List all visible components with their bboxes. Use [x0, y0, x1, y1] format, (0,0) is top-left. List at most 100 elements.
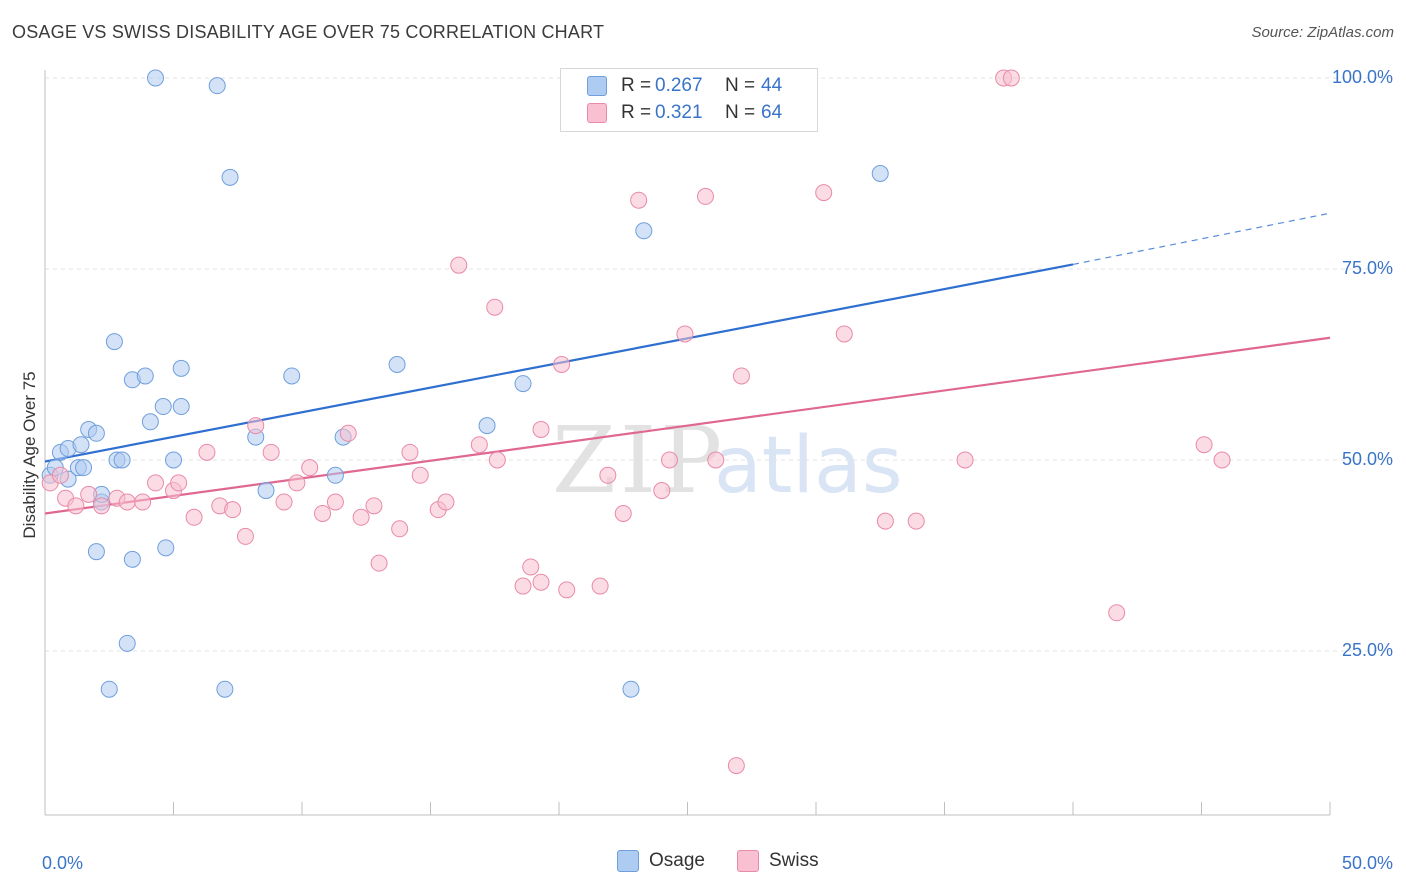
- swiss-point: [170, 474, 188, 492]
- swiss-point: [835, 325, 853, 343]
- osage-point: [622, 680, 640, 698]
- swiss-point: [956, 451, 974, 469]
- swiss-point: [365, 497, 383, 515]
- swiss-point: [301, 459, 319, 477]
- swiss-point: [532, 573, 550, 591]
- swiss-point: [198, 443, 216, 461]
- legend-item-swiss[interactable]: Swiss: [737, 850, 819, 872]
- x-tick-label: 0.0%: [42, 853, 83, 873]
- swiss-point: [80, 485, 98, 503]
- n-label: N =: [725, 102, 756, 123]
- swiss-point: [93, 497, 111, 515]
- swiss-point: [630, 191, 648, 209]
- swiss-swatch: [587, 103, 607, 123]
- osage-trend-extension: [1072, 212, 1331, 266]
- swiss-point: [236, 527, 254, 545]
- y-tick-label: 50.0%: [1342, 449, 1393, 469]
- swiss-point: [67, 497, 85, 515]
- swiss-point: [370, 554, 388, 572]
- osage-point: [165, 451, 182, 469]
- swiss-point: [470, 436, 488, 454]
- swiss-point: [661, 451, 679, 469]
- osage-point: [257, 482, 275, 500]
- swiss-point: [262, 443, 280, 461]
- osage-point: [118, 634, 136, 652]
- osage-point: [388, 356, 406, 373]
- swiss-point: [224, 501, 242, 519]
- swiss-point: [558, 581, 576, 599]
- axes: [44, 70, 1331, 816]
- osage-point: [326, 466, 344, 484]
- swiss-point: [185, 508, 203, 526]
- y-axis-label: Disability Age Over 75: [20, 371, 39, 538]
- swiss-point: [339, 424, 357, 442]
- osage-point: [635, 222, 653, 240]
- osage-point: [172, 398, 190, 416]
- swiss-point: [1195, 436, 1213, 454]
- osage-point: [105, 333, 123, 351]
- source-label: Source: ZipAtlas.com: [1251, 24, 1394, 41]
- swiss-point: [1002, 69, 1020, 87]
- osage-point: [157, 539, 175, 557]
- osage-point: [221, 168, 239, 186]
- swiss-point: [288, 474, 306, 492]
- swiss-point: [411, 466, 429, 484]
- legend-row-osage: R = 0.267 N = 44: [587, 73, 782, 99]
- swiss-point: [352, 508, 370, 526]
- swiss-point: [486, 298, 504, 316]
- data-points: [41, 69, 1231, 775]
- osage-point: [283, 367, 301, 385]
- swiss-point: [450, 256, 468, 274]
- swiss-point: [815, 184, 833, 202]
- legend-row-swiss: R = 0.321 N = 64: [587, 100, 782, 126]
- r-label: R =: [621, 102, 652, 123]
- swiss-point: [907, 512, 925, 530]
- swiss-point: [314, 504, 332, 522]
- osage-point: [136, 367, 154, 385]
- osage-r-value: 0.267: [655, 75, 703, 96]
- stats-legend: R = 0.267 N = 44 R = 0.321 N = 64: [560, 68, 818, 132]
- swiss-point: [391, 520, 409, 538]
- osage-point: [87, 543, 105, 561]
- swiss-point: [732, 367, 750, 385]
- osage-point: [141, 413, 159, 431]
- swiss-point: [532, 420, 550, 438]
- osage-n-value: 44: [761, 75, 783, 96]
- watermark-atlas: atlas: [714, 421, 903, 511]
- y-tick-label: 100.0%: [1332, 67, 1393, 87]
- chart-title: OSAGE VS SWISS DISABILITY AGE OVER 75 CO…: [12, 22, 605, 42]
- swiss-point: [653, 482, 671, 500]
- osage-point: [113, 451, 131, 469]
- swiss-point: [514, 577, 532, 595]
- osage-point: [514, 375, 532, 393]
- swiss-r-value: 0.321: [655, 102, 703, 123]
- osage-point: [172, 359, 190, 377]
- r-label: R =: [621, 75, 652, 96]
- tick-labels: 25.0% 50.0% 75.0% 100.0% 0.0% 50.0%: [42, 67, 1393, 873]
- swiss-point: [275, 493, 293, 511]
- legend-item-osage[interactable]: Osage: [617, 850, 705, 872]
- osage-point: [87, 424, 105, 442]
- osage-point: [72, 436, 90, 454]
- swiss-point: [876, 512, 894, 530]
- swiss-point: [134, 493, 152, 511]
- osage-point: [208, 77, 226, 95]
- swiss-point: [522, 558, 540, 576]
- n-label: N =: [725, 75, 756, 96]
- osage-point: [478, 417, 496, 435]
- swiss-point: [247, 417, 265, 435]
- swiss-point: [326, 493, 344, 511]
- osage-point: [147, 69, 165, 87]
- osage-swatch: [587, 76, 607, 96]
- swiss-point: [553, 356, 571, 373]
- swiss-point: [707, 451, 725, 469]
- swiss-point: [591, 577, 609, 595]
- osage-point: [123, 550, 141, 568]
- osage-legend-label: Osage: [649, 850, 705, 871]
- swiss-point: [147, 474, 165, 492]
- osage-point: [75, 459, 93, 477]
- grid-lines: [45, 77, 1392, 652]
- swiss-point: [727, 757, 745, 775]
- osage-point: [100, 680, 118, 698]
